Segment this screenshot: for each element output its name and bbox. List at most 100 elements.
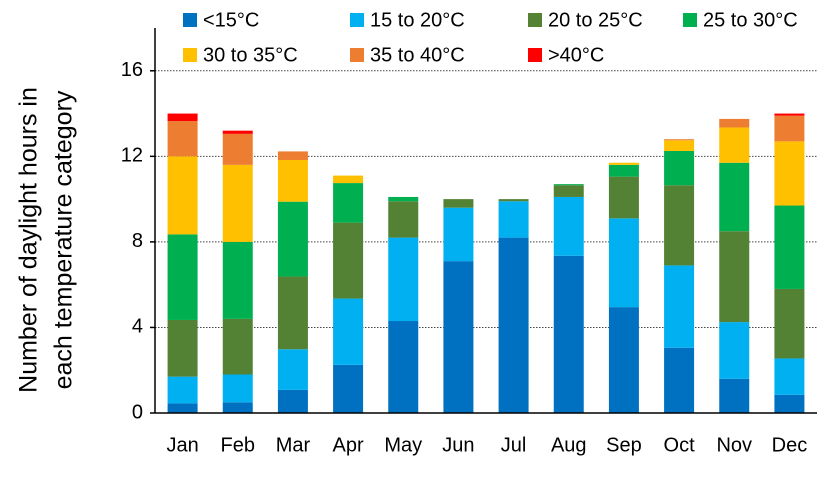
bar-segment <box>277 389 308 413</box>
bar-segment <box>167 156 198 235</box>
bar-segment <box>664 150 695 186</box>
bar-segment <box>664 140 695 151</box>
x-tick-label: Jan <box>166 434 198 456</box>
bar-segment <box>388 201 419 238</box>
y-tick-label: 16 <box>121 59 143 81</box>
bar-segment <box>774 205 805 289</box>
bar-segment <box>443 199 474 208</box>
x-tick-label: Dec <box>772 434 808 456</box>
bar-segment <box>388 196 419 202</box>
bar-segment <box>167 376 198 404</box>
bar-segment <box>664 265 695 348</box>
bar-segment <box>498 199 529 202</box>
y-axis-label: each temperature category <box>50 90 78 389</box>
bar-segment <box>167 319 198 377</box>
legend-label: >40°C <box>548 44 604 66</box>
x-tick-label: Apr <box>333 434 364 456</box>
bar-segment <box>222 133 253 165</box>
bar-segment <box>553 255 584 413</box>
legend-swatch <box>528 48 542 62</box>
bar-segment <box>774 288 805 359</box>
bar-segment <box>333 222 364 299</box>
x-tick-label: Sep <box>606 434 642 456</box>
legend-label: 20 to 25°C <box>548 9 643 31</box>
bar-segment <box>167 403 198 413</box>
bar-segment <box>443 207 474 262</box>
bar-segment <box>774 113 805 116</box>
bar-segment <box>774 358 805 395</box>
bar-segment <box>167 121 198 157</box>
bar-segment <box>719 322 750 379</box>
legend-item: 15 to 20°C <box>350 9 465 31</box>
x-tick-label: Jun <box>442 434 474 456</box>
bar-segment <box>774 141 805 206</box>
bar-segment <box>333 183 364 223</box>
x-tick-label: Feb <box>221 434 255 456</box>
x-tick-label: Oct <box>664 434 696 456</box>
bar-segment <box>553 184 584 186</box>
bar-segment <box>553 196 584 256</box>
bar-segment <box>719 127 750 163</box>
bar-segment <box>608 162 639 165</box>
bar-segment <box>388 321 419 413</box>
bar-segment <box>608 218 639 308</box>
bar-segment <box>608 164 639 177</box>
legend-label: 30 to 35°C <box>203 44 298 66</box>
x-tick-label: May <box>384 434 422 456</box>
bar-segment <box>608 176 639 219</box>
bar-segment <box>167 113 198 122</box>
x-tick-label: Nov <box>716 434 752 456</box>
y-tick-label: 4 <box>132 316 143 338</box>
legend-swatch <box>528 13 542 27</box>
bar-segment <box>277 201 308 277</box>
legend-label: <15°C <box>203 9 259 31</box>
bar-segment <box>719 231 750 323</box>
legend-swatch <box>350 48 364 62</box>
bar-segment <box>222 164 253 242</box>
bar-segment <box>719 118 750 128</box>
legend-item: 20 to 25°C <box>528 9 643 31</box>
legend-swatch <box>183 13 197 27</box>
bar-segment <box>277 159 308 202</box>
bar-segment <box>719 162 750 232</box>
bar-segment <box>664 347 695 413</box>
y-axis-label: Number of daylight hours in <box>15 87 43 393</box>
bar-segment <box>719 378 750 413</box>
bar-segment <box>277 349 308 390</box>
legend-item: 35 to 40°C <box>350 44 465 66</box>
bar-segment <box>222 241 253 319</box>
bar-segment <box>774 394 805 413</box>
bar-segment <box>333 364 364 413</box>
bar-segment <box>608 307 639 413</box>
bar-segment <box>664 139 695 141</box>
bar-segment <box>167 234 198 320</box>
legend-label: 35 to 40°C <box>370 44 465 66</box>
legend-item: <15°C <box>183 9 259 31</box>
bar-segment <box>222 318 253 375</box>
legend-item: 25 to 30°C <box>683 9 798 31</box>
bar-segment <box>277 276 308 350</box>
bar-segment <box>443 261 474 413</box>
bar-segment <box>222 130 253 134</box>
legend-swatch <box>183 48 197 62</box>
y-tick-label: 12 <box>121 145 143 167</box>
bar-segment <box>498 201 529 238</box>
bar-segment <box>498 237 529 413</box>
legend-item: 30 to 35°C <box>183 44 298 66</box>
bar-segment <box>222 402 253 413</box>
bar-segment <box>553 185 584 197</box>
bar-segment <box>333 298 364 365</box>
bar-segment <box>333 175 364 184</box>
x-tick-label: Jul <box>501 434 527 456</box>
bar-segment <box>664 185 695 266</box>
bar-segment <box>388 237 419 322</box>
legend-swatch <box>350 13 364 27</box>
legend-swatch <box>683 13 697 27</box>
legend-item: >40°C <box>528 44 604 66</box>
bar-segment <box>277 151 308 160</box>
x-tick-label: Aug <box>551 434 587 456</box>
legend-label: 25 to 30°C <box>703 9 798 31</box>
y-tick-label: 8 <box>132 230 143 252</box>
